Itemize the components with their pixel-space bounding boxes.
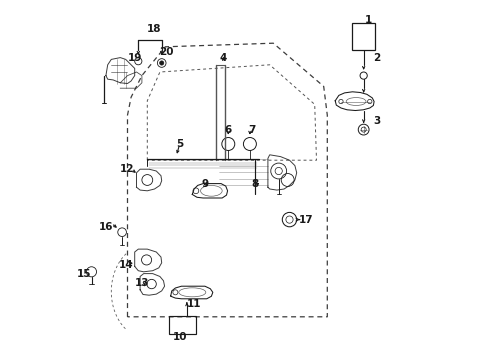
Text: 13: 13 (134, 278, 149, 288)
Text: 17: 17 (298, 215, 312, 225)
Text: 9: 9 (201, 179, 208, 189)
Bar (168, 316, 196, 334)
Bar (352, 23, 374, 50)
Text: 6: 6 (224, 125, 231, 135)
Text: 18: 18 (147, 24, 162, 34)
Text: 10: 10 (172, 332, 186, 342)
Text: 8: 8 (251, 179, 258, 189)
Text: 12: 12 (120, 164, 135, 174)
Text: 15: 15 (77, 269, 91, 279)
Text: 5: 5 (176, 139, 183, 149)
Text: 11: 11 (186, 299, 201, 309)
Text: 20: 20 (159, 47, 173, 57)
Circle shape (159, 61, 163, 65)
Text: 1: 1 (365, 15, 371, 25)
Text: 19: 19 (127, 53, 142, 63)
Text: 16: 16 (99, 222, 113, 232)
Text: 3: 3 (373, 116, 380, 126)
Text: 4: 4 (219, 53, 226, 63)
Text: 7: 7 (247, 125, 255, 135)
Text: 2: 2 (373, 53, 380, 63)
Text: 14: 14 (118, 260, 133, 270)
